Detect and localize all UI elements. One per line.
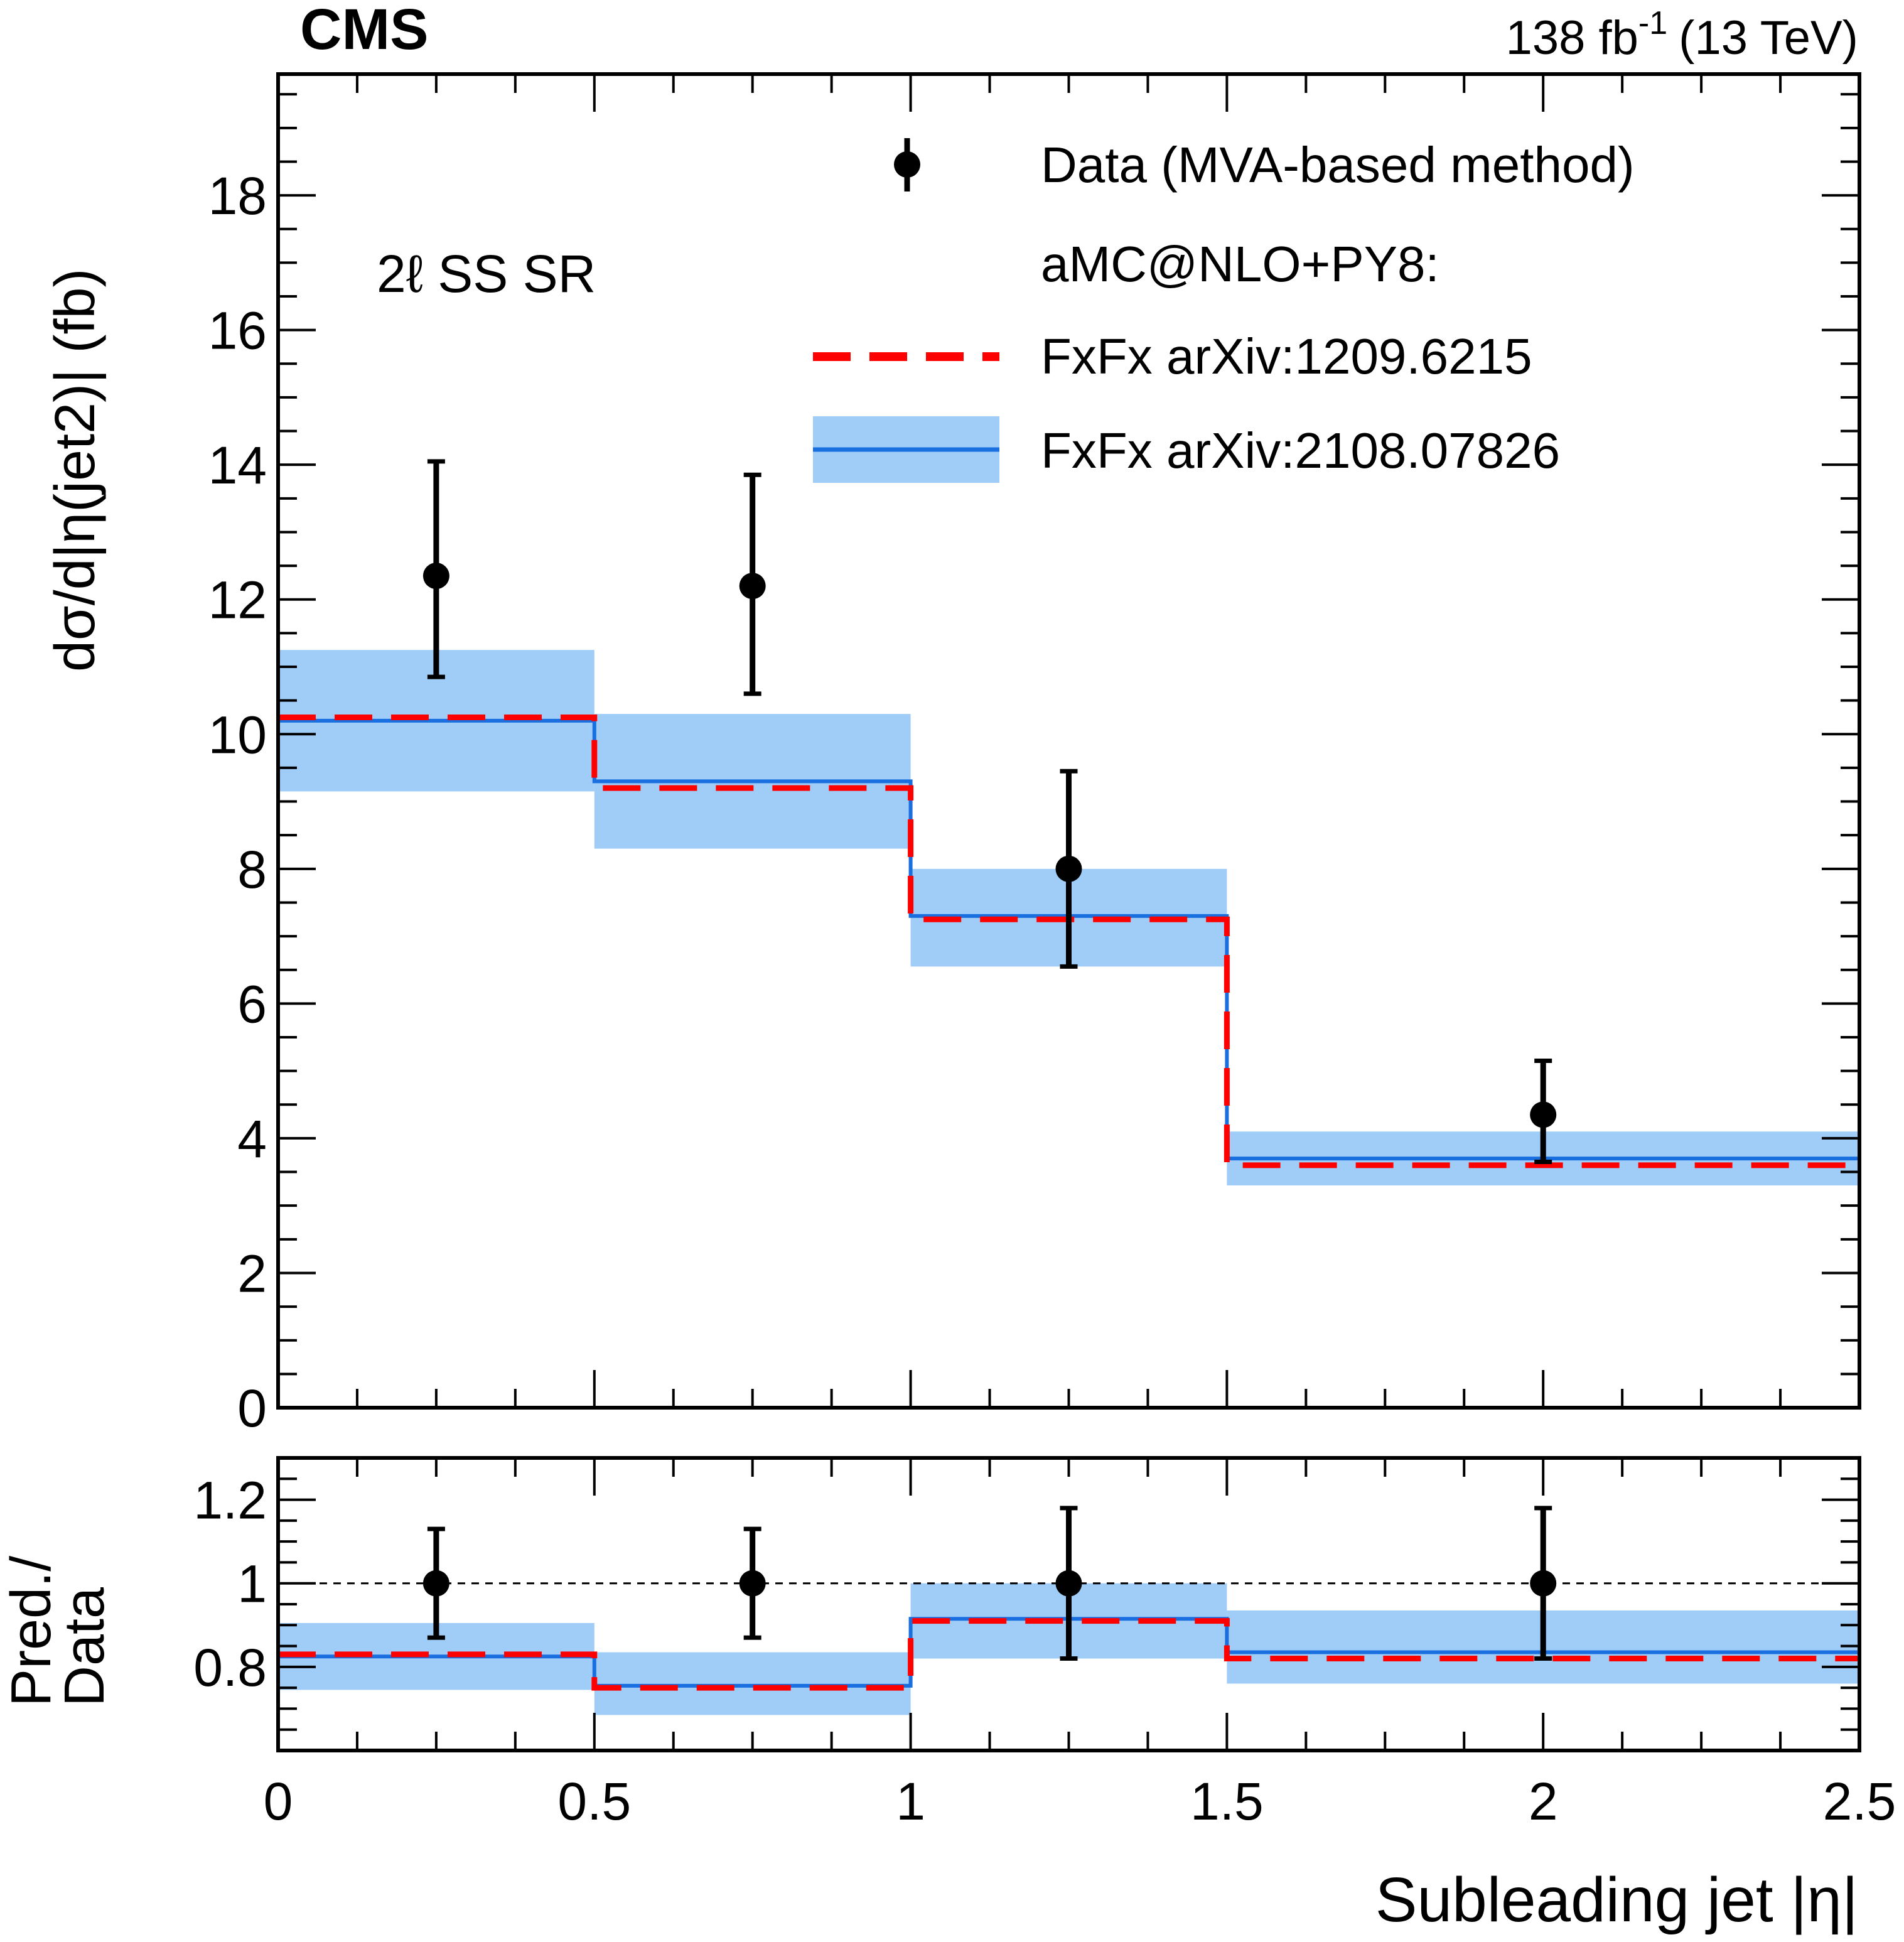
main-y-tick-label: 8 bbox=[237, 840, 267, 899]
main-y-tick-label: 16 bbox=[208, 301, 267, 360]
main-axes: 0 2 4 6 8 10 12 14 16 18 bbox=[208, 72, 1861, 1438]
energy-label: (13 TeV) bbox=[1679, 11, 1858, 65]
ratio-band-bin-1 bbox=[594, 1652, 911, 1715]
main-y-tick-label: 18 bbox=[208, 166, 267, 225]
experiment-label: CMS bbox=[300, 0, 428, 62]
ratio-pred1-line bbox=[278, 1618, 1859, 1691]
ratio-data-points bbox=[422, 1506, 1557, 1661]
legend-data-label: Data (MVA-based method) bbox=[1041, 137, 1635, 193]
x-tick-label: 0 bbox=[264, 1772, 293, 1831]
ratio-y-tick-label: 0.8 bbox=[193, 1638, 267, 1697]
main-data-point-1 bbox=[739, 573, 766, 600]
x-tick-label: 0.5 bbox=[557, 1772, 631, 1831]
lumi-exponent: -1 bbox=[1638, 5, 1667, 41]
ratio-y-tick-label: 1.2 bbox=[193, 1471, 267, 1530]
lumi-value: 138 fb bbox=[1506, 11, 1638, 65]
main-y-tick-label: 4 bbox=[237, 1109, 267, 1168]
ratio-data-point-2 bbox=[1055, 1570, 1082, 1597]
ratio-y-axis-label-line1: Pred./ bbox=[0, 1556, 63, 1707]
ratio-data-point-1 bbox=[739, 1570, 766, 1597]
x-tick-label: 2.5 bbox=[1823, 1772, 1896, 1831]
region-label: 2ℓ SS SR bbox=[377, 244, 596, 303]
main-y-axis-label: dσ/d|η(jet2)| (fb) bbox=[44, 268, 107, 672]
main-data-point-0 bbox=[422, 563, 449, 590]
main-pred1-line bbox=[278, 714, 1859, 1168]
ratio-pred1-histogram bbox=[278, 1618, 1859, 1691]
main-data-point-3 bbox=[1530, 1101, 1557, 1128]
legend-generator-label: aMC@NLO+PY8: bbox=[1041, 236, 1439, 292]
ratio-y-axis-label-line2: Data bbox=[53, 1587, 116, 1707]
x-tick-label: 1 bbox=[896, 1772, 925, 1831]
main-y-tick-label: 2 bbox=[237, 1244, 267, 1303]
x-axis-label: Subleading jet |η| bbox=[1375, 1865, 1858, 1935]
main-y-tick-label: 10 bbox=[208, 705, 267, 764]
legend: Data (MVA-based method) aMC@NLO+PY8: FxF… bbox=[813, 137, 1635, 483]
x-tick-label: 1.5 bbox=[1190, 1772, 1264, 1831]
legend-data-marker bbox=[894, 151, 920, 178]
ratio-axes: 0.8 1 1.2 0 0.5 1 1.5 2 2.5 bbox=[193, 1456, 1896, 1831]
main-y-tick-label: 6 bbox=[237, 974, 267, 1033]
legend-pred1-label: FxFx arXiv:1209.6215 bbox=[1041, 328, 1532, 384]
ratio-data-point-0 bbox=[422, 1570, 449, 1597]
main-pred1-histogram bbox=[278, 714, 1859, 1168]
main-data-point-2 bbox=[1055, 855, 1082, 882]
x-tick-label: 2 bbox=[1529, 1772, 1558, 1831]
legend-pred2-label: FxFx arXiv:2108.07826 bbox=[1041, 423, 1560, 478]
main-y-tick-label: 14 bbox=[208, 436, 267, 495]
ratio-data-point-3 bbox=[1530, 1570, 1557, 1597]
lumi-label: 138 fb-1 (13 TeV) bbox=[1506, 5, 1858, 65]
main-y-tick-label: 12 bbox=[208, 571, 267, 630]
ratio-y-tick-label: 1 bbox=[237, 1555, 267, 1614]
main-data-points bbox=[422, 459, 1557, 1164]
main-y-tick-label: 0 bbox=[237, 1379, 267, 1438]
